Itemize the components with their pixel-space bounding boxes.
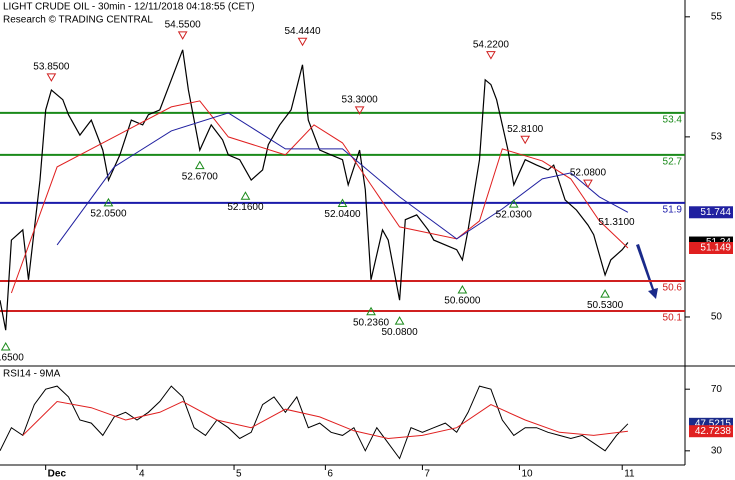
last-value-label: 47.5215 — [695, 418, 732, 429]
low-marker — [0, 341, 11, 351]
level-label: 53.4 — [663, 115, 683, 126]
forecast-arrow — [636, 244, 658, 299]
low-label: 52.6700 — [182, 171, 219, 182]
x-tick-label: 5 — [236, 469, 242, 480]
low-marker — [194, 160, 205, 170]
level-label: 50.1 — [663, 313, 683, 324]
low-marker — [600, 289, 610, 298]
x-tick-label: 6 — [327, 469, 333, 480]
series-line — [10, 100, 629, 294]
low-marker — [240, 191, 251, 200]
low-marker — [394, 316, 405, 325]
high-marker — [46, 73, 57, 82]
high-marker — [486, 51, 496, 60]
low-marker — [457, 284, 468, 294]
note-label: 51.3100 — [598, 217, 635, 228]
low-marker — [508, 199, 519, 208]
high-marker — [354, 106, 365, 115]
last-value-label: 51.149 — [700, 243, 731, 254]
low-marker — [366, 306, 376, 316]
low-label: 52.0500 — [90, 209, 127, 220]
high-label: 52.0800 — [570, 168, 607, 179]
y-tick-label: 53 — [711, 132, 723, 143]
low-label: 50.0800 — [382, 327, 419, 338]
y-tick-label: 55 — [711, 11, 723, 22]
level-label: 50.6 — [663, 283, 683, 294]
series-line — [0, 49, 629, 331]
last-value-box — [689, 206, 733, 219]
chart-title: LIGHT CRUDE OIL - 30min - 12/11/2018 04:… — [3, 2, 255, 13]
high-marker — [297, 37, 308, 47]
x-tick-label: 7 — [424, 469, 430, 480]
rsi-title: RSI14 - 9MA — [3, 369, 61, 380]
y-tick-label: 50 — [711, 312, 723, 323]
x-tick-label: 4 — [139, 469, 145, 480]
low-label: 52.0300 — [496, 210, 533, 221]
series-line — [56, 112, 629, 246]
high-label: 53.3000 — [342, 95, 379, 106]
x-tick-label: 11 — [624, 469, 635, 480]
low-label: 50.6000 — [444, 296, 481, 307]
last-value-box — [689, 425, 733, 438]
high-label: 54.2200 — [473, 39, 510, 50]
x-tick-label: 10 — [521, 469, 533, 480]
low-label: 50.5300 — [587, 300, 624, 311]
low-label: 52.1600 — [227, 202, 264, 213]
y-tick-label: 70 — [711, 384, 723, 395]
y-tick-label: 30 — [711, 445, 723, 456]
high-marker — [583, 179, 593, 189]
last-value-label: 42.7238 — [695, 426, 732, 437]
low-marker — [337, 198, 348, 208]
high-label: 52.8100 — [507, 124, 544, 135]
high-marker — [520, 135, 531, 145]
x-tick-label: Dec — [48, 469, 67, 480]
level-label: 52.7 — [663, 157, 683, 168]
high-label: 54.4440 — [284, 26, 321, 37]
low-label: 50.2360 — [353, 317, 390, 328]
high-label: 53.8500 — [33, 61, 70, 72]
last-value-label: 51.744 — [700, 207, 731, 218]
high-label: 54.5500 — [165, 19, 202, 30]
high-marker — [177, 31, 188, 40]
level-label: 51.9 — [663, 205, 683, 216]
low-marker — [103, 197, 114, 207]
low-label: 52.0400 — [324, 209, 361, 220]
series-line — [22, 400, 628, 440]
low-label: 49.6500 — [0, 353, 24, 364]
chart-subtitle: Research © TRADING CENTRAL — [3, 15, 153, 26]
series-line — [0, 385, 629, 460]
last-value-box — [689, 241, 733, 254]
